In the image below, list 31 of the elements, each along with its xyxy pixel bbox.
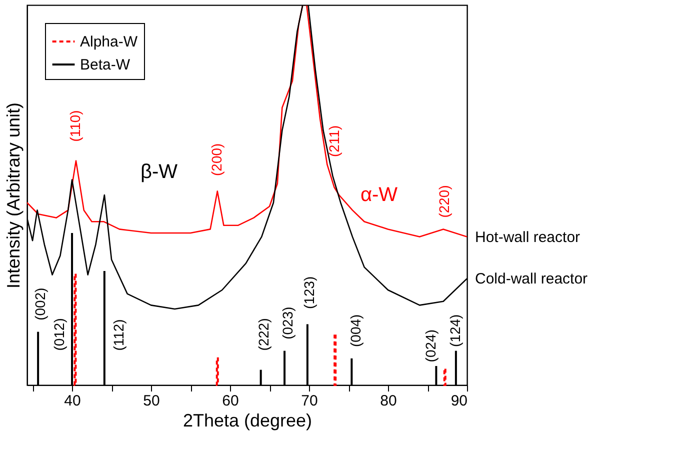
annotation: (222): [256, 318, 272, 351]
legend-label: Beta-W: [80, 56, 131, 74]
bar: [216, 357, 219, 386]
series-label: Cold-wall reactor: [475, 270, 588, 288]
annotation: (110): [66, 110, 83, 142]
annotation: (123): [300, 276, 317, 309]
annotation: (023): [279, 306, 296, 340]
x-tick-label: 50: [143, 392, 160, 410]
annotation: (124): [447, 314, 463, 347]
annotation: (012): [51, 318, 67, 351]
legend-label: Alpha-W: [80, 34, 138, 50]
x-tick-label: 40: [64, 392, 81, 410]
annotation: (200): [208, 143, 225, 176]
x-tick-label: 90: [450, 392, 468, 410]
bar: [74, 274, 77, 386]
y-axis-title: Intensity (Arbitrary unit): [4, 102, 24, 289]
series-label: Hot-wall reactor: [475, 228, 580, 246]
x-axis-title: 2Theta (degree): [182, 410, 312, 430]
x-tick-label: 70: [301, 392, 318, 410]
annotation: β-W: [140, 161, 178, 184]
x-tick-label: 80: [380, 392, 397, 410]
annotation: α-W: [360, 184, 398, 206]
x-tick-label: 60: [222, 392, 239, 410]
annotation: (112): [110, 319, 126, 351]
annotation: (002): [32, 288, 48, 320]
annotation: (024): [422, 330, 438, 362]
bar: [334, 334, 337, 386]
annotation: (004): [348, 314, 364, 347]
bar: [443, 368, 446, 386]
annotation: (211): [326, 125, 342, 157]
annotation: (220): [436, 185, 452, 218]
